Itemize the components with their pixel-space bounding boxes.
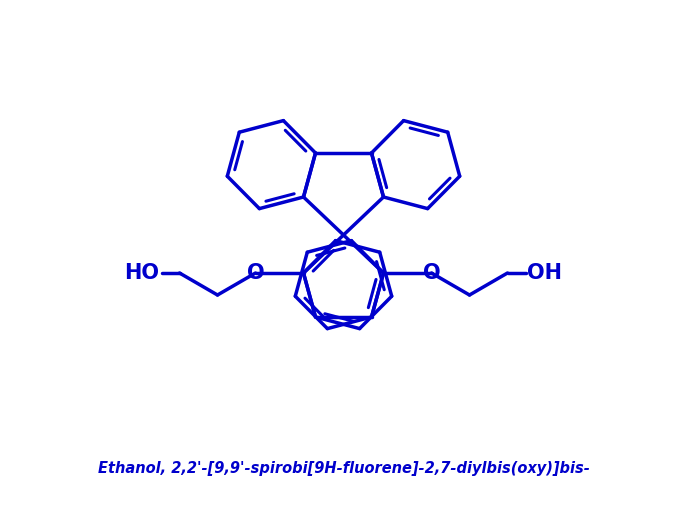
Text: HO: HO <box>124 263 159 283</box>
Text: Ethanol, 2,2'-[9,9'-spirobi[9H-fluorene]-2,7-diylbis(oxy)]bis-: Ethanol, 2,2'-[9,9'-spirobi[9H-fluorene]… <box>98 460 589 476</box>
Text: O: O <box>247 263 264 283</box>
Text: OH: OH <box>528 263 563 283</box>
Text: O: O <box>423 263 440 283</box>
